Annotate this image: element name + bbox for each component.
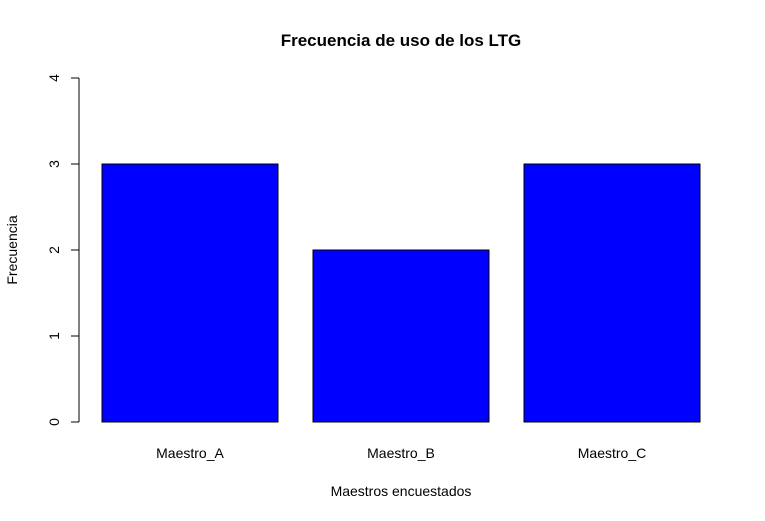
bars-group (101, 163, 701, 423)
bar-maestro-b (312, 249, 490, 423)
bar-maestro-a (101, 163, 279, 423)
chart-title: Frecuencia de uso de los LTG (281, 31, 522, 50)
bar-maestro-c (523, 163, 701, 423)
y-tick-label: 2 (46, 246, 62, 254)
x-tick-label: Maestro_A (156, 445, 224, 461)
y-tick-label: 3 (46, 160, 62, 168)
y-tick-label: 0 (46, 418, 62, 426)
x-tick-label: Maestro_C (578, 445, 646, 461)
y-tick-label: 1 (46, 332, 62, 340)
y-tick-label: 4 (46, 74, 62, 82)
y-axis: 0 1 2 3 4 (46, 74, 80, 426)
x-tick-labels: Maestro_A Maestro_B Maestro_C (156, 445, 646, 461)
y-axis-label: Frecuencia (4, 215, 20, 284)
x-axis-label: Maestros encuestados (331, 483, 472, 499)
x-tick-label: Maestro_B (367, 445, 435, 461)
